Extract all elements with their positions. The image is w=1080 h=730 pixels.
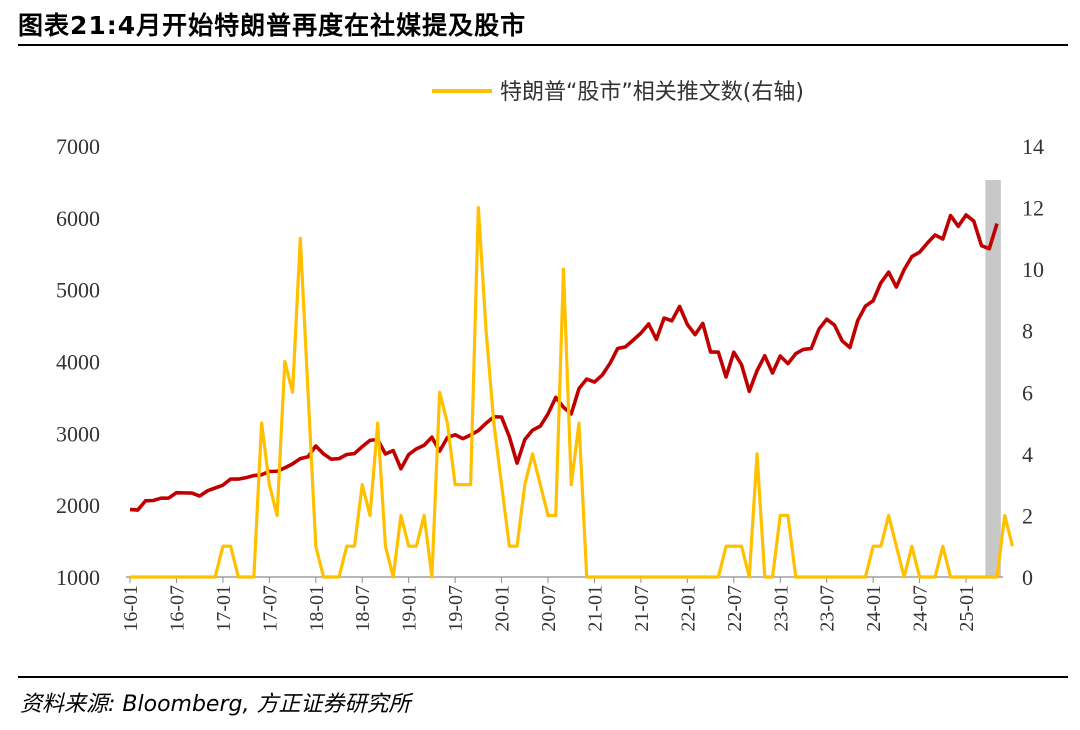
- left-axis-tick-label: 7000: [56, 134, 100, 159]
- x-axis-tick-label: 16-07: [166, 585, 188, 632]
- left-axis-tick-label: 5000: [56, 278, 100, 303]
- x-axis-tick-label: 19-01: [399, 585, 421, 632]
- right-axis-tick-label: 10: [1022, 257, 1044, 282]
- x-axis-tick-label: 18-01: [306, 585, 328, 632]
- yellow-series-line: [130, 205, 1015, 579]
- left-axis-tick-label: 2000: [56, 493, 100, 518]
- footer-rule: [18, 676, 1068, 678]
- x-axis-tick-label: 25-01: [956, 585, 978, 632]
- legend: 特朗普“股市”相关推文数(右轴): [232, 80, 804, 105]
- left-axis: 1000 2000 3000 4000 5000 6000 7000: [56, 134, 100, 590]
- x-axis-tick-label: 19-07: [445, 585, 467, 632]
- chart-title: 图表21:4月开始特朗普再度在社媒提及股市: [18, 11, 527, 40]
- highlight-band-layer: [985, 180, 1001, 577]
- right-axis-tick-label: 4: [1022, 442, 1033, 467]
- source-note: 资料来源: Bloomberg, 方正证券研究所: [20, 692, 411, 717]
- right-axis-tick-label: 6: [1022, 380, 1033, 405]
- x-axis-tick-label: 20-07: [538, 585, 560, 632]
- x-axis-tick-label: 22-07: [724, 585, 746, 632]
- x-axis-tick-label: 18-07: [352, 585, 374, 632]
- right-axis-tick-label: 14: [1022, 134, 1044, 159]
- legend-yellow-label: 特朗普“股市”相关推文数(右轴): [500, 80, 804, 105]
- left-axis-tick-label: 4000: [56, 350, 100, 375]
- red-series-line: [129, 213, 999, 512]
- left-axis-tick-label: 6000: [56, 206, 100, 231]
- x-axis-tick-label: 23-07: [817, 585, 839, 632]
- x-axis-tick-label: 21-07: [631, 585, 653, 632]
- title-rule: [18, 44, 1068, 46]
- x-axis-tick-label: 20-01: [492, 585, 514, 632]
- right-axis: 0 2 4 6 8 10 12 14: [1022, 134, 1044, 590]
- x-axis-tick-label: 16-01: [120, 585, 142, 632]
- right-axis-tick-label: 8: [1022, 319, 1033, 344]
- x-axis-tick-label: 21-01: [584, 585, 606, 632]
- x-axis-tick-label: 23-01: [770, 585, 792, 632]
- x-axis-tick-label: 24-07: [910, 585, 932, 632]
- x-axis-tick-label: 17-01: [213, 585, 235, 632]
- series-lines: [129, 205, 1015, 579]
- right-axis-tick-label: 2: [1022, 503, 1033, 528]
- chart-canvas: 1000 2000 3000 4000 5000 6000 7000 0 2 4 6 8 10 12 14…: [56, 80, 1044, 632]
- x-axis-tick-label: 22-01: [677, 585, 699, 632]
- x-axis: 16-01 16-07 17-01 17-07 18-01 18-07 19-01 19-07…: [120, 576, 1003, 632]
- x-axis-tick-label: 17-07: [259, 585, 281, 632]
- x-axis-tick-label: 24-01: [863, 585, 885, 632]
- left-axis-tick-label: 3000: [56, 421, 100, 446]
- left-axis-tick-label: 1000: [56, 565, 100, 590]
- right-axis-tick-label: 0: [1022, 565, 1033, 590]
- right-axis-tick-label: 12: [1022, 196, 1044, 221]
- highlight-band: [985, 180, 1001, 577]
